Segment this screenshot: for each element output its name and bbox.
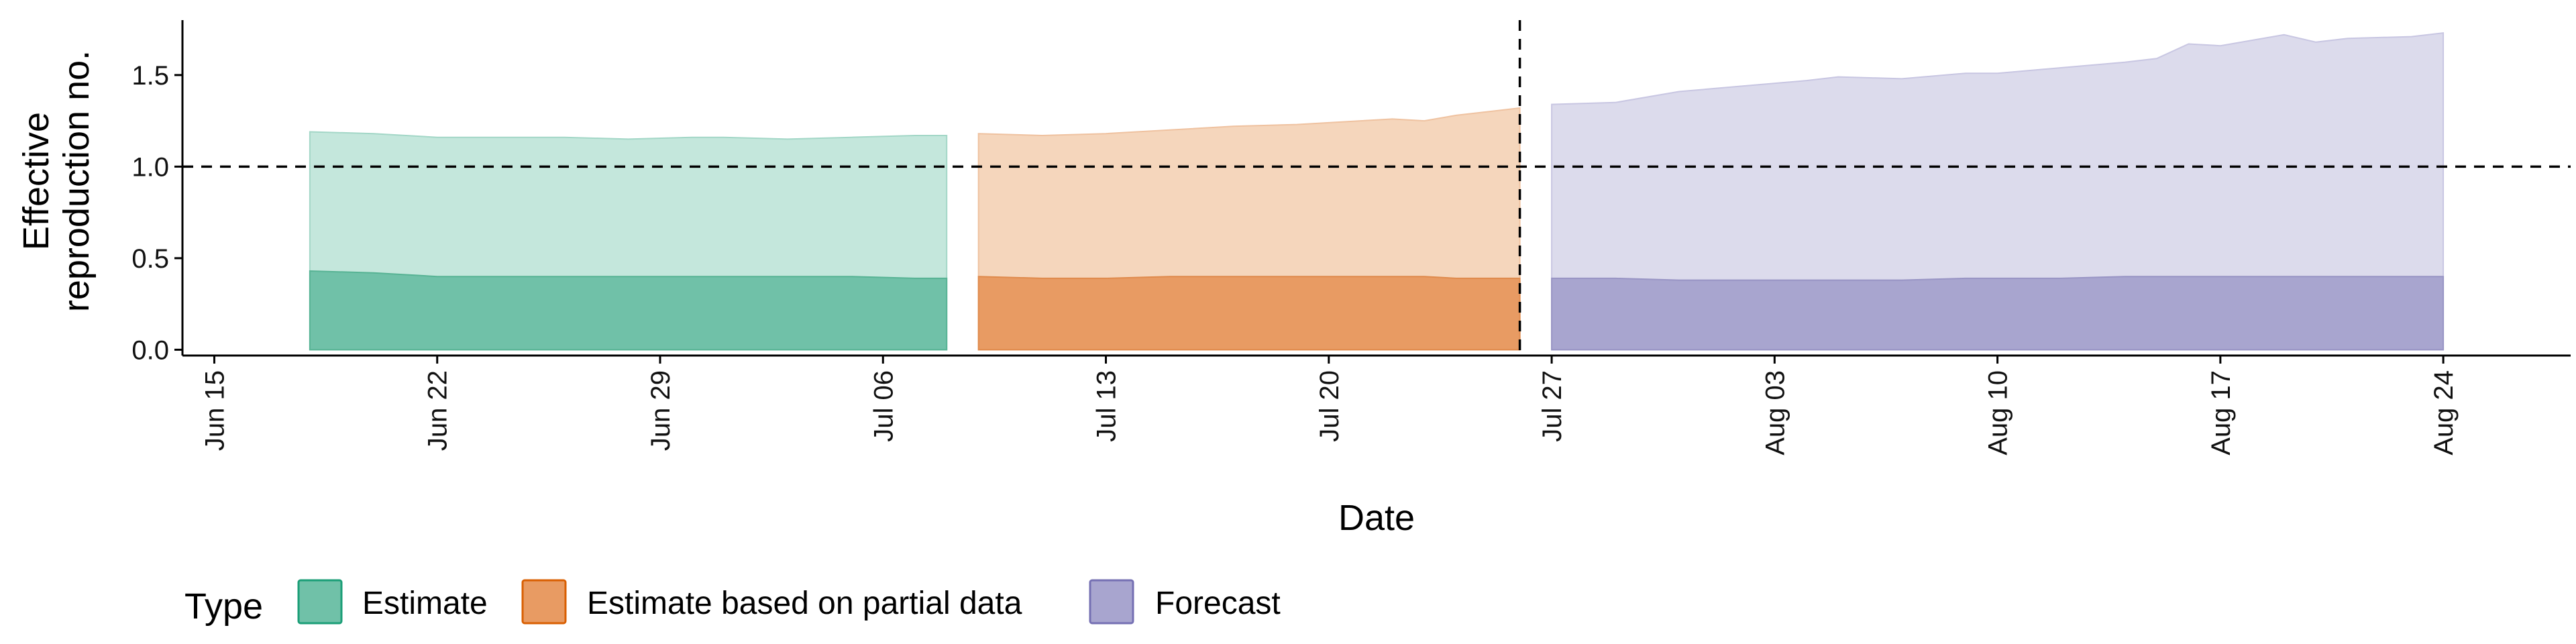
- x-tick-label: Aug 03: [1760, 370, 1790, 455]
- y-ticks: 0.0 0.5 1.0 1.5: [131, 61, 182, 365]
- x-tick-label: Aug 17: [2206, 370, 2236, 455]
- y-axis-title-line-2: reproduction no.: [56, 50, 97, 312]
- series-areas: [309, 32, 2445, 351]
- x-tick-label: Jul 27: [1538, 370, 1567, 442]
- x-tick-label: Jun 29: [646, 370, 676, 451]
- legend-title: Type: [184, 586, 263, 627]
- x-tick-label: Aug 24: [2429, 370, 2459, 455]
- y-axis-title: Effective reproduction no.: [16, 50, 97, 312]
- legend-key-partial: [521, 579, 567, 625]
- legend-label-estimate: Estimate: [362, 586, 488, 621]
- x-tick-label: Aug 10: [1984, 370, 2013, 455]
- area-inner-forecast: [1551, 276, 2445, 351]
- legend: Type Estimate Estimate based on partial …: [184, 579, 1281, 627]
- y-tick-label: 1.0: [131, 152, 169, 182]
- x-tick-label: Jun 15: [201, 370, 230, 451]
- y-axis-title-line-1: Effective: [16, 112, 56, 250]
- y-tick-label: 0.5: [131, 244, 169, 274]
- legend-label-forecast: Forecast: [1155, 586, 1281, 621]
- x-tick-label: Jun 22: [423, 370, 453, 451]
- x-ticks: Jun 15 Jun 22 Jun 29 Jul 06 Jul 13 Jul 20 Jul …: [201, 356, 2459, 455]
- area-inner-estimate: [309, 270, 948, 351]
- y-tick-label: 1.5: [131, 61, 169, 91]
- reference-lines: [182, 20, 2571, 356]
- y-tick-label: 0.0: [131, 335, 169, 365]
- x-tick-label: Jul 13: [1092, 370, 1122, 442]
- legend-label-partial: Estimate based on partial data: [587, 586, 1022, 621]
- area-inner-partial: [977, 276, 1521, 351]
- legend-key-forecast: [1089, 579, 1134, 625]
- x-axis-title: Date: [1338, 498, 1415, 538]
- x-tick-label: Jul 20: [1315, 370, 1344, 442]
- x-tick-label: Jul 06: [869, 370, 898, 442]
- legend-key-estimate: [297, 579, 343, 625]
